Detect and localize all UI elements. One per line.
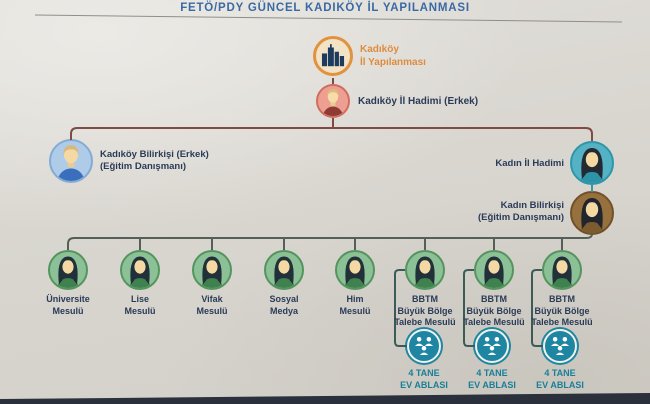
manager-node-label: BBTM Büyük Bölge Talebe Mesulü [463,294,525,328]
root-node-label: Kadıköy İl Yapılanması [360,44,426,68]
female-avatar-icon [120,250,160,290]
manager-node-label: Sosyal Medya [269,294,299,316]
manager-node-label: Lise Mesulü [124,294,156,316]
manager-node-label: BBTM Büyük Bölge Talebe Mesulü [531,294,593,328]
city-icon [313,36,353,76]
female-avatar-icon [335,250,375,290]
house-group-label: 4 TANE EV ABLASI [400,368,448,390]
manager-node-label: Him Mesulü [339,294,371,316]
manager-node-label: Vifak Mesulü [196,294,228,316]
group-avatar-icon [543,329,577,363]
group-avatar-icon [407,329,441,363]
female-avatar-icon [192,250,232,290]
female-avatar-icon [405,250,445,290]
female-advisor-node-label: Kadın Bilirkişi (Eğitim Danışmanı) [477,200,564,224]
group-avatar-icon [475,329,509,363]
male-advisor-node-label: Kadıköy Bilirkişi (Erkek) (Eğitim Danışm… [100,149,209,173]
manager-node-label: BBTM Büyük Bölge Talebe Mesulü [394,294,456,328]
leader-node-label: Kadıköy İl Hadimi (Erkek) [358,96,479,107]
female-avatar-icon [264,250,304,290]
female-leader-node-label: Kadın İl Hadimi [495,158,564,169]
house-group-label: 4 TANE EV ABLASI [536,368,584,390]
female-avatar-icon [48,250,88,290]
female-avatar-icon [474,250,514,290]
page-title: FETÖ/PDY GÜNCEL KADIKÖY İL YAPILANMASI [180,2,470,14]
house-group-label: 4 TANE EV ABLASI [468,368,516,390]
male-avatar-icon [316,84,350,118]
female-avatar-icon [570,141,614,185]
manager-node-label: Üniversite Mesulü [46,294,90,316]
female-avatar-icon [542,250,582,290]
